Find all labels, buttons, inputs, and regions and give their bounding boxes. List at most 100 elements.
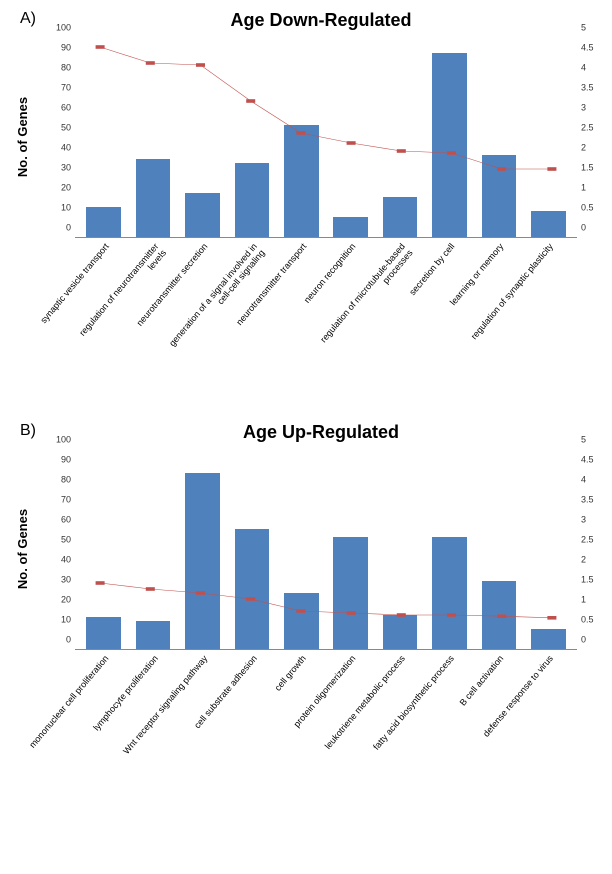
chart-a-y-left-label: No. of Genes bbox=[15, 97, 30, 177]
x-label-slot: secretion by cell bbox=[425, 242, 474, 392]
y-right-tick: 5 bbox=[581, 436, 607, 445]
bar bbox=[284, 593, 319, 649]
bar-slot bbox=[227, 449, 276, 649]
panel-a-label: A) bbox=[20, 10, 36, 28]
x-label-slot: cell substrate adhesion bbox=[227, 654, 276, 804]
bar bbox=[235, 163, 270, 237]
bar-slot bbox=[375, 449, 424, 649]
chart-b-x-labels: mononuclear cell proliferationlymphocyte… bbox=[75, 654, 577, 804]
y-right-tick: 1.5 bbox=[581, 576, 607, 585]
chart-a-bars bbox=[75, 37, 577, 237]
y-left-tick: 10 bbox=[45, 616, 71, 625]
bar-slot bbox=[425, 37, 474, 237]
bar bbox=[383, 615, 418, 649]
bar bbox=[136, 159, 171, 237]
chart-a-wrap: No. of Genes -log (p-value) 010203040506… bbox=[75, 37, 577, 392]
chart-b-y-right-axis: 00.511.522.533.544.55 bbox=[579, 449, 607, 649]
bar-slot bbox=[474, 449, 523, 649]
bar bbox=[86, 617, 121, 649]
bar bbox=[531, 629, 566, 649]
chart-a-plot bbox=[75, 37, 577, 238]
chart-b-title: Age Up-Regulated bbox=[80, 422, 562, 443]
chart-b-wrap: No. of Genes -log (p-value) 010203040506… bbox=[75, 449, 577, 804]
bar-slot bbox=[128, 37, 177, 237]
y-left-tick: 0 bbox=[45, 224, 71, 233]
chart-b-bars bbox=[75, 449, 577, 649]
chart-b-y-left-label: No. of Genes bbox=[15, 509, 30, 589]
y-left-tick: 20 bbox=[45, 596, 71, 605]
bar bbox=[482, 581, 517, 649]
y-left-tick: 50 bbox=[45, 124, 71, 133]
x-label-slot: cell growth bbox=[277, 654, 326, 804]
x-label-slot: lymphocyte proliferation bbox=[128, 654, 177, 804]
y-right-tick: 3 bbox=[581, 104, 607, 113]
chart-a-y-left-axis: 0102030405060708090100 bbox=[45, 37, 73, 237]
y-right-tick: 5 bbox=[581, 24, 607, 33]
x-label-slot: regulation of synaptic plasticity bbox=[524, 242, 573, 392]
y-left-tick: 40 bbox=[45, 556, 71, 565]
bar-slot bbox=[227, 37, 276, 237]
x-label-slot: protein oligomerization bbox=[326, 654, 375, 804]
bar-slot bbox=[474, 37, 523, 237]
y-left-tick: 70 bbox=[45, 84, 71, 93]
bar bbox=[383, 197, 418, 237]
y-right-tick: 0 bbox=[581, 636, 607, 645]
x-label-slot: learning or memory bbox=[474, 242, 523, 392]
x-label-slot: leukotriene metabolic process bbox=[375, 654, 424, 804]
y-right-tick: 3 bbox=[581, 516, 607, 525]
x-label-slot: neurotransmitter transport bbox=[277, 242, 326, 392]
y-left-tick: 60 bbox=[45, 104, 71, 113]
panel-a: A) Age Down-Regulated No. of Genes -log … bbox=[20, 10, 602, 392]
y-left-tick: 60 bbox=[45, 516, 71, 525]
bar-slot bbox=[128, 449, 177, 649]
y-left-tick: 80 bbox=[45, 64, 71, 73]
bar bbox=[284, 125, 319, 237]
y-left-tick: 40 bbox=[45, 144, 71, 153]
bar bbox=[185, 473, 220, 649]
x-label-slot: Wnt receptor signaling pathway bbox=[178, 654, 227, 804]
bar bbox=[482, 155, 517, 237]
y-left-tick: 100 bbox=[45, 24, 71, 33]
x-label-slot: fatty acid biosynthetic process bbox=[425, 654, 474, 804]
y-right-tick: 0 bbox=[581, 224, 607, 233]
y-left-tick: 80 bbox=[45, 476, 71, 485]
y-left-tick: 90 bbox=[45, 44, 71, 53]
y-left-tick: 70 bbox=[45, 496, 71, 505]
x-label-slot: mononuclear cell proliferation bbox=[79, 654, 128, 804]
y-right-tick: 2.5 bbox=[581, 536, 607, 545]
bar-slot bbox=[79, 449, 128, 649]
bar bbox=[235, 529, 270, 649]
bar bbox=[531, 211, 566, 237]
chart-a-y-right-axis: 00.511.522.533.544.55 bbox=[579, 37, 607, 237]
chart-b-plot bbox=[75, 449, 577, 650]
y-right-tick: 3.5 bbox=[581, 496, 607, 505]
y-right-tick: 1 bbox=[581, 184, 607, 193]
bar-slot bbox=[375, 37, 424, 237]
bar-slot bbox=[326, 37, 375, 237]
y-right-tick: 2 bbox=[581, 556, 607, 565]
bar-slot bbox=[425, 449, 474, 649]
y-right-tick: 4 bbox=[581, 64, 607, 73]
y-left-tick: 90 bbox=[45, 456, 71, 465]
bar-slot bbox=[277, 449, 326, 649]
y-left-tick: 0 bbox=[45, 636, 71, 645]
y-right-tick: 4.5 bbox=[581, 456, 607, 465]
bar-slot bbox=[524, 449, 573, 649]
y-right-tick: 2 bbox=[581, 144, 607, 153]
bar bbox=[333, 537, 368, 649]
bar-slot bbox=[178, 449, 227, 649]
y-right-tick: 4.5 bbox=[581, 44, 607, 53]
y-left-tick: 50 bbox=[45, 536, 71, 545]
bar bbox=[432, 53, 467, 237]
y-right-tick: 0.5 bbox=[581, 616, 607, 625]
y-right-tick: 2.5 bbox=[581, 124, 607, 133]
y-right-tick: 1.5 bbox=[581, 164, 607, 173]
y-right-tick: 1 bbox=[581, 596, 607, 605]
y-left-tick: 100 bbox=[45, 436, 71, 445]
chart-b-y-left-axis: 0102030405060708090100 bbox=[45, 449, 73, 649]
y-left-tick: 30 bbox=[45, 576, 71, 585]
y-left-tick: 20 bbox=[45, 184, 71, 193]
y-right-tick: 0.5 bbox=[581, 204, 607, 213]
bar bbox=[136, 621, 171, 649]
chart-a-x-labels: synaptic vesicle transportregulation of … bbox=[75, 242, 577, 392]
